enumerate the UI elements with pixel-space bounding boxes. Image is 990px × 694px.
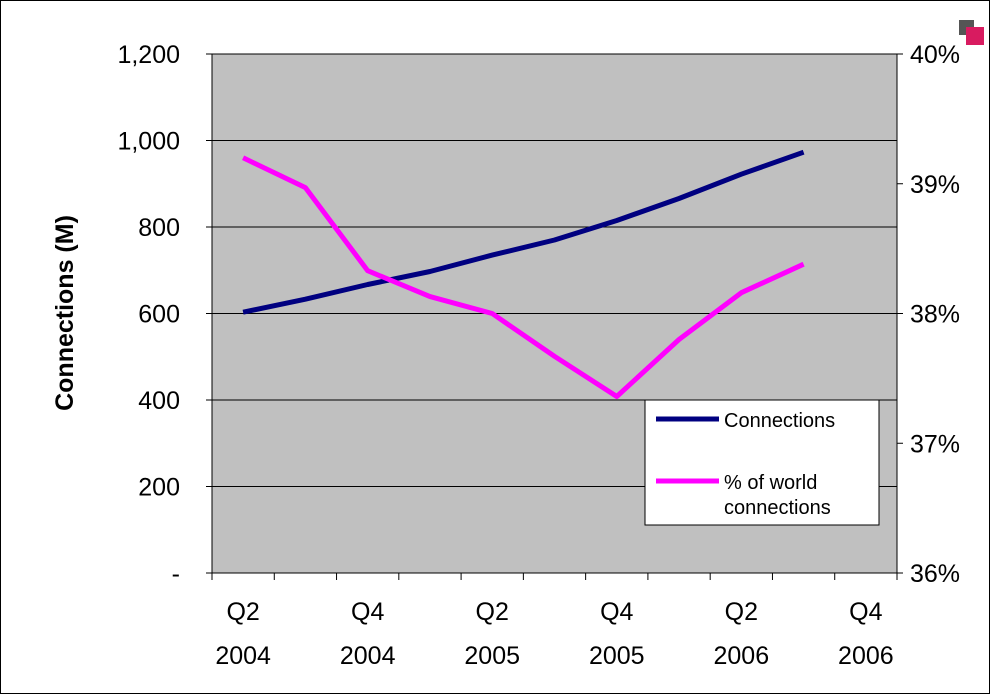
axes <box>206 53 903 580</box>
y-left-tick-label: 400 <box>138 387 180 415</box>
y-right-tick-labels: 36% 37% 38% 39% 40% <box>910 41 960 588</box>
y-right-tick-label: 38% <box>910 301 960 329</box>
series-line-world-share <box>242 155 805 399</box>
x-tick-label-year: 2004 <box>340 642 396 670</box>
x-tick-label-quarter: Q4 <box>351 598 384 626</box>
x-tick-label-year: 2005 <box>589 642 645 670</box>
x-tick-label-year: 2005 <box>464 642 520 670</box>
y-right-tick-label: 39% <box>910 171 960 199</box>
x-tick-label-quarter: Q2 <box>725 598 758 626</box>
y-right-tick-label: 37% <box>910 430 960 458</box>
y-left-tick-label: 200 <box>138 474 180 502</box>
y-right-tick-label: 40% <box>910 41 960 69</box>
x-tick-label-year: 2004 <box>215 642 271 670</box>
x-tick-label-year: 2006 <box>838 642 894 670</box>
legend-label-world-share-line2: connections <box>724 497 831 519</box>
legend: Connections % of world connections <box>644 399 880 526</box>
x-tick-label-quarter: Q4 <box>849 598 882 626</box>
y-left-tick-label: 1,000 <box>117 128 180 156</box>
y-axis-label: Connections (M) <box>51 215 79 411</box>
y-left-tick-label: 800 <box>138 214 180 242</box>
corner-logo <box>959 20 984 45</box>
y-left-tick-label: - <box>172 560 180 588</box>
y-left-tick-labels: - 200 400 600 800 1,000 1,200 <box>117 41 180 588</box>
gridlines <box>212 53 897 487</box>
series-line-connections <box>242 149 805 315</box>
x-tick-label-year: 2006 <box>714 642 770 670</box>
y-right-tick-label: 36% <box>910 560 960 588</box>
legend-label-connections: Connections <box>724 410 835 432</box>
x-tick-label-quarter: Q4 <box>600 598 633 626</box>
logo-front-square <box>966 27 984 45</box>
legend-label-world-share-line1: % of world <box>724 472 817 494</box>
series-lines <box>242 149 805 399</box>
y-left-tick-label: 600 <box>138 301 180 329</box>
x-tick-label-quarter: Q2 <box>226 598 259 626</box>
y-left-tick-label: 1,200 <box>117 41 180 69</box>
x-tick-label-quarter: Q2 <box>476 598 509 626</box>
x-tick-labels: Q2 2004 Q4 2004 Q2 2005 Q4 2005 Q2 2006 Q4 2006 <box>215 598 893 670</box>
